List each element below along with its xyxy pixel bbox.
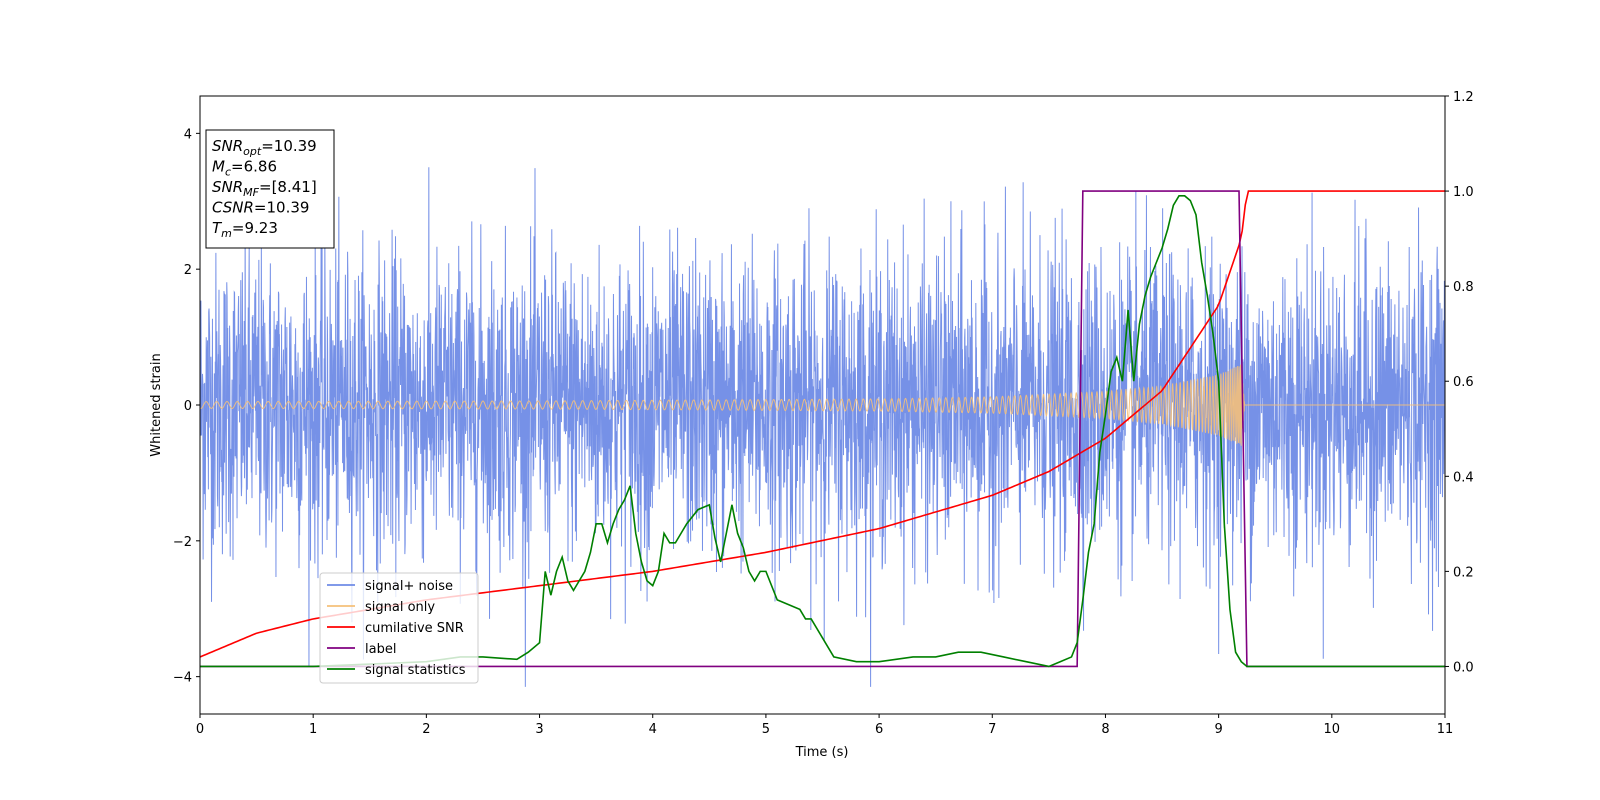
stat-subscript: opt bbox=[243, 145, 262, 158]
stat-line: CSNR=10.39 bbox=[212, 199, 309, 217]
stats-annotation: SNRopt=10.39Mc=6.86SNRMF=[8.41]CSNR=10.3… bbox=[205, 129, 335, 249]
x-tick-label: 9 bbox=[1214, 722, 1222, 737]
x-tick-label: 3 bbox=[535, 722, 543, 737]
series-signal-statistics bbox=[200, 195, 1445, 668]
stats-annotation-box bbox=[205, 129, 335, 249]
legend-label: signal only bbox=[365, 600, 435, 615]
legend-box bbox=[319, 572, 479, 684]
axes-ticks: 0 1 2 3 4 5 6 7 8 9 10 11 4 2 0 −2 −4 1.2 1.0 0.8 0.6 0.4 0.2 0… bbox=[173, 90, 1474, 737]
stat-symbol: SNR bbox=[212, 137, 243, 155]
stat-value: =10.39 bbox=[254, 199, 310, 217]
stat-subscript: c bbox=[225, 166, 231, 179]
stat-symbol: M bbox=[212, 158, 225, 176]
y-tick-label: 2 bbox=[184, 263, 192, 278]
x-axis-label: Time (s) bbox=[795, 745, 849, 760]
series-signal-noise bbox=[200, 167, 1445, 687]
legend-label: cumilative SNR bbox=[365, 621, 464, 636]
stat-value: =6.86 bbox=[231, 158, 277, 176]
y-tick-label: −2 bbox=[173, 535, 192, 550]
y2-tick-label: 0.8 bbox=[1453, 280, 1474, 295]
legend-label: signal+ noise bbox=[365, 579, 453, 594]
stat-line: Tm=9.23 bbox=[212, 219, 278, 240]
y-tick-label: −4 bbox=[173, 671, 192, 686]
y-tick-label: 4 bbox=[184, 127, 192, 142]
x-tick-label: 10 bbox=[1324, 722, 1341, 737]
stat-subscript: MF bbox=[243, 186, 259, 199]
x-tick-label: 0 bbox=[196, 722, 204, 737]
x-tick-label: 7 bbox=[988, 722, 996, 737]
x-tick-label: 4 bbox=[649, 722, 657, 737]
stat-subscript: m bbox=[221, 227, 232, 240]
stat-line: Mc=6.86 bbox=[212, 158, 277, 179]
x-tick-label: 5 bbox=[762, 722, 770, 737]
y-axis-label: Whitened strain bbox=[149, 353, 164, 456]
series-signal-only bbox=[200, 364, 1445, 446]
x-tick-label: 11 bbox=[1437, 722, 1454, 737]
stat-line: SNRopt=10.39 bbox=[212, 137, 317, 158]
stat-symbol: T bbox=[212, 219, 223, 237]
y-tick-label: 0 bbox=[184, 399, 192, 414]
x-tick-label: 6 bbox=[875, 722, 883, 737]
y2-tick-label: 0.6 bbox=[1453, 375, 1474, 390]
y2-tick-label: 0.0 bbox=[1453, 660, 1474, 675]
stat-symbol: CSNR bbox=[212, 199, 254, 217]
x-tick-label: 2 bbox=[422, 722, 430, 737]
y2-tick-label: 0.4 bbox=[1453, 470, 1474, 485]
stat-value: =[8.41] bbox=[259, 178, 317, 196]
stat-value: =9.23 bbox=[232, 219, 278, 237]
legend: signal+ noise signal only cumilative SNR la… bbox=[319, 572, 479, 684]
x-tick-label: 8 bbox=[1101, 722, 1109, 737]
legend-label: label bbox=[365, 642, 396, 657]
stat-value: =10.39 bbox=[261, 137, 317, 155]
legend-label: signal statistics bbox=[365, 663, 466, 678]
y2-tick-label: 0.2 bbox=[1453, 565, 1474, 580]
stat-line: SNRMF=[8.41] bbox=[212, 178, 317, 199]
y2-tick-label: 1.0 bbox=[1453, 185, 1474, 200]
x-tick-label: 1 bbox=[309, 722, 317, 737]
stat-symbol: SNR bbox=[212, 178, 243, 196]
y2-tick-label: 1.2 bbox=[1453, 90, 1474, 105]
